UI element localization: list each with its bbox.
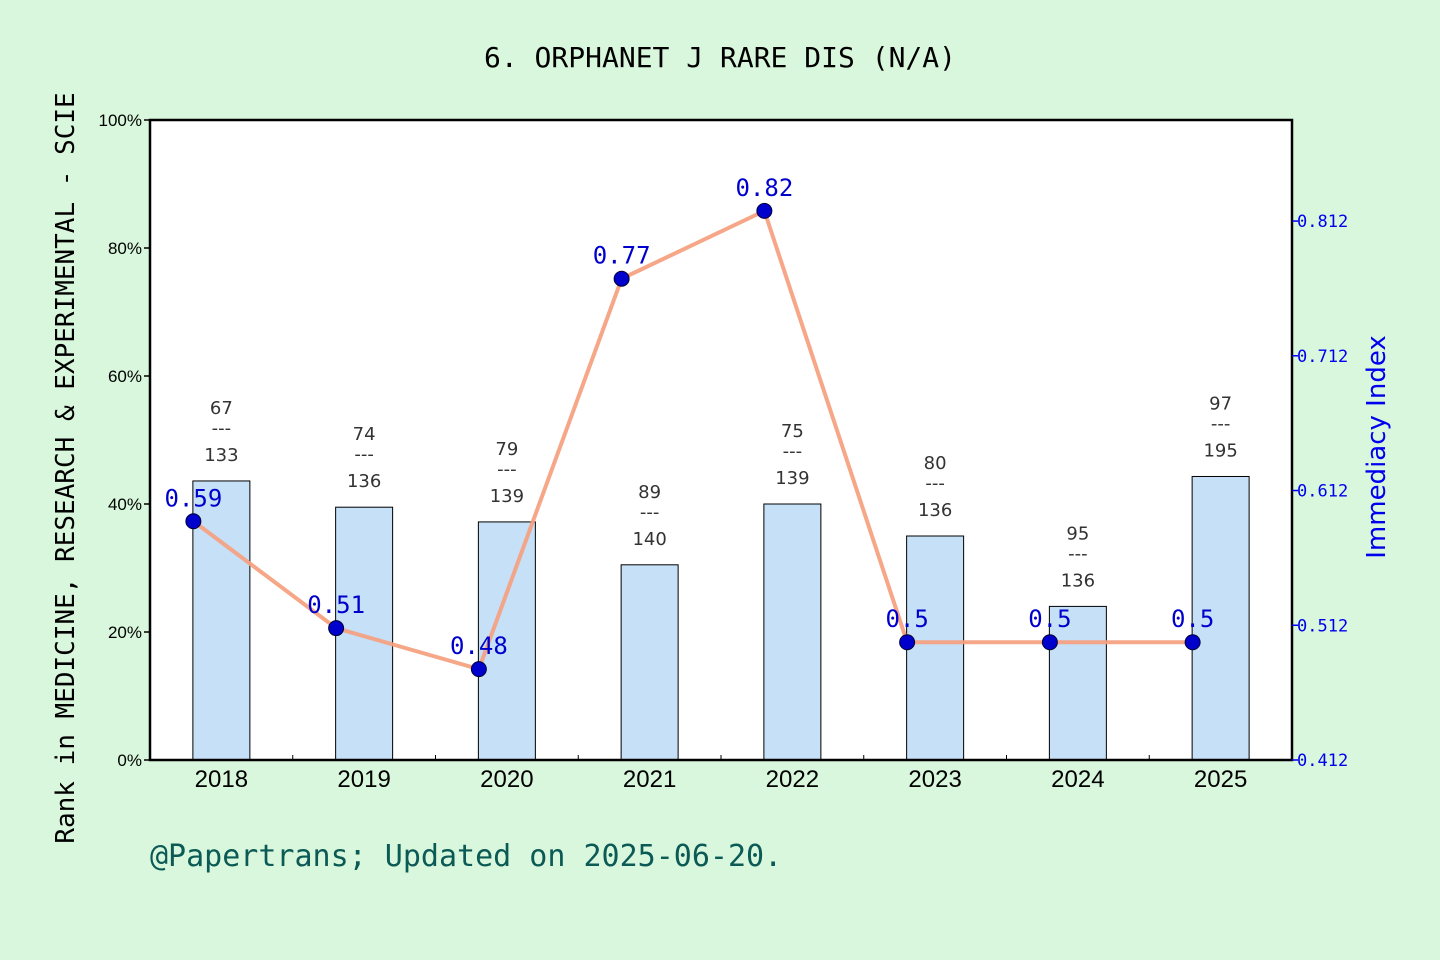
rank-label-2019: 74	[353, 424, 376, 445]
y2-tick-label: 0.612	[1297, 482, 1348, 502]
immediacy-value-2021: 0.77	[593, 242, 651, 270]
bar-2023	[906, 535, 965, 761]
x-tick-label: 2025	[1194, 766, 1247, 793]
immediacy-value-2022: 0.82	[735, 174, 793, 202]
bar-2019	[335, 506, 394, 761]
y2-tick-label: 0.412	[1297, 751, 1348, 771]
immediacy-value-2020: 0.48	[450, 632, 508, 660]
x-tick-label: 2024	[1051, 766, 1104, 793]
footer-note: @Papertrans; Updated on 2025-06-20.	[150, 839, 782, 874]
rank-label-2025: 97	[1209, 393, 1232, 414]
rank-label-2020: 79	[495, 439, 518, 460]
rank-total-2020: 139	[490, 486, 524, 507]
immediacy-value-2019: 0.51	[307, 591, 365, 619]
y2-tick-label: 0.712	[1297, 347, 1348, 367]
bar-2025	[1191, 475, 1250, 761]
bar-2021	[620, 564, 679, 761]
bars-layer	[192, 475, 1250, 761]
chart-title: 6. ORPHANET J RARE DIS (N/A)	[484, 41, 956, 74]
rank-separator-2020: ---	[497, 459, 517, 480]
immediacy-point-2024	[1041, 634, 1058, 651]
x-tick-label: 2018	[195, 766, 248, 793]
y-tick-label: 40%	[108, 495, 142, 514]
rank-separator-2022: ---	[783, 441, 803, 462]
rank-total-2021: 140	[632, 529, 666, 550]
rank-label-2018: 67	[210, 398, 233, 419]
y-tick-label: 0%	[117, 751, 142, 770]
immediacy-point-2025	[1184, 634, 1201, 651]
rank-separator-2024: ---	[1068, 543, 1088, 564]
y2-axis-label: Immediacy Index	[1362, 335, 1392, 559]
x-tick-label: 2022	[766, 766, 819, 793]
rank-total-2018: 133	[204, 445, 238, 466]
rank-total-2022: 139	[775, 468, 809, 489]
immediacy-value-2024: 0.5	[1028, 605, 1071, 633]
line-layer	[185, 202, 1201, 678]
y-tick-label: 80%	[108, 239, 142, 258]
rank-total-2023: 136	[918, 500, 952, 521]
rank-separator-2021: ---	[640, 502, 660, 523]
x-tick-label: 2023	[908, 766, 961, 793]
y2-tick-label: 0.512	[1297, 616, 1348, 636]
immediacy-point-2022	[756, 202, 773, 219]
immediacy-point-2019	[328, 620, 345, 637]
rank-label-2023: 80	[924, 453, 947, 474]
rank-separator-2025: ---	[1211, 413, 1231, 434]
y-tick-label: 20%	[108, 623, 142, 642]
rank-separator-2019: ---	[354, 444, 374, 465]
rank-separator-2023: ---	[925, 473, 945, 494]
plot-area	[150, 120, 1292, 760]
x-tick-label: 2021	[623, 766, 676, 793]
rank-total-2024: 136	[1061, 570, 1095, 591]
immediacy-value-2025: 0.5	[1171, 605, 1214, 633]
y-axis-label: Rank in MEDICINE, RESEARCH & EXPERIMENTA…	[51, 92, 81, 843]
bar-2018	[192, 480, 251, 761]
immediacy-value-2018: 0.59	[164, 484, 222, 512]
rank-total-2019: 136	[347, 471, 381, 492]
immediacy-value-2023: 0.5	[885, 605, 928, 633]
rank-label-2024: 95	[1066, 523, 1089, 544]
x-tick-label: 2019	[337, 766, 390, 793]
immediacy-point-2020	[470, 661, 487, 678]
bar-2022	[763, 503, 822, 761]
immediacy-point-2023	[899, 634, 916, 651]
rank-total-2025: 195	[1203, 440, 1237, 461]
ticks-layer: 0% 20% 40% 60% 80% 100% 0.412 0.512 0.612 0.712 0.…	[99, 111, 1349, 793]
y-tick-label: 60%	[108, 367, 142, 386]
immediacy-point-2018	[185, 513, 202, 530]
y2-tick-label: 0.812	[1297, 212, 1348, 232]
immediacy-line	[192, 208, 1193, 672]
y-tick-label: 100%	[99, 111, 142, 130]
rank-label-2022: 75	[781, 421, 804, 442]
x-tick-label: 2020	[480, 766, 533, 793]
rank-separator-2018: ---	[212, 418, 232, 439]
immediacy-point-2021	[613, 270, 630, 287]
rank-label-2021: 89	[638, 482, 661, 503]
